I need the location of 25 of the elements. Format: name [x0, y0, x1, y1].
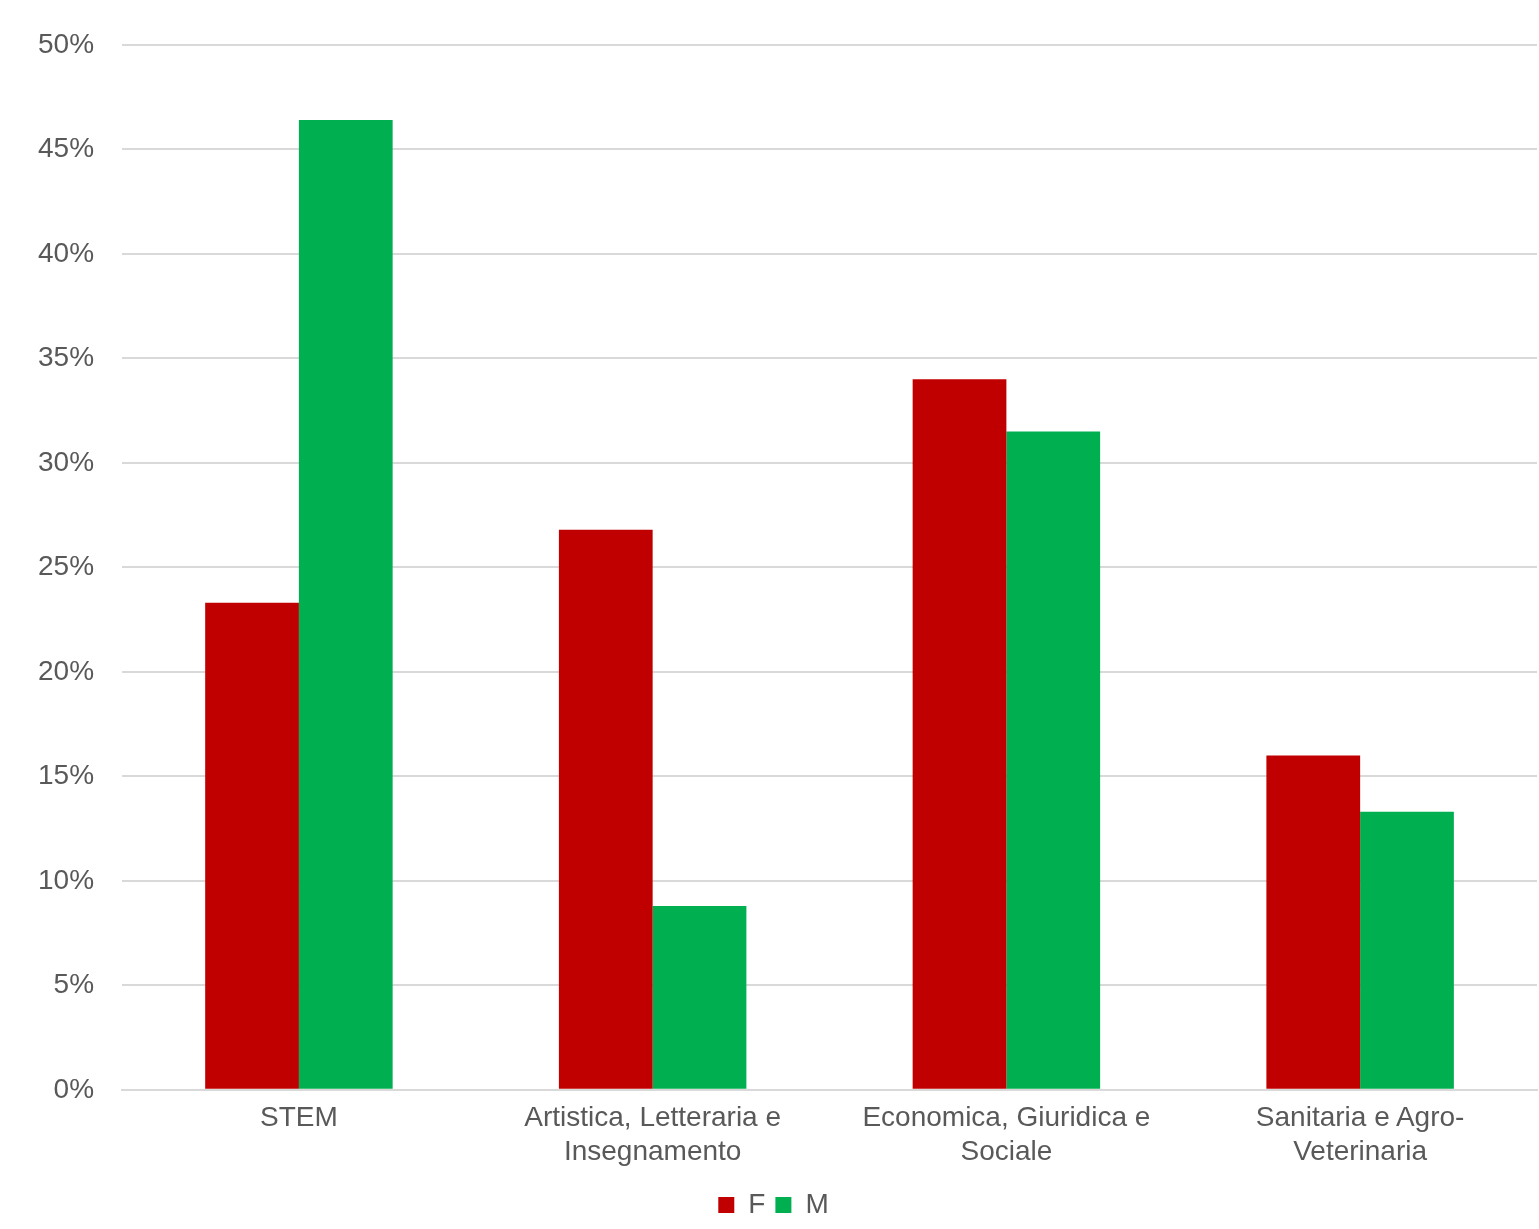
- y-tick-label: 30%: [37, 445, 95, 477]
- y-tick-label: 25%: [37, 550, 95, 582]
- x-tick-label: Sanitaria e Agro-Veterinaria: [1255, 1101, 1465, 1166]
- y-tick-label: 15%: [37, 759, 95, 791]
- y-tick-label: 45%: [37, 132, 95, 164]
- bar: [652, 905, 747, 1089]
- legend-label: M: [805, 1187, 829, 1219]
- legend-label: F: [748, 1187, 766, 1219]
- y-tick-label: 10%: [37, 863, 95, 895]
- y-tick-label: 40%: [37, 236, 95, 268]
- bar: [558, 529, 653, 1089]
- bar: [912, 379, 1007, 1089]
- bar: [1266, 755, 1361, 1089]
- y-tick-label: 0%: [53, 1072, 95, 1104]
- y-tick-label: 20%: [37, 654, 95, 686]
- x-tick-label: STEM: [260, 1101, 338, 1133]
- y-tick-label: 35%: [37, 341, 95, 373]
- bar: [298, 120, 393, 1089]
- bar: [1360, 811, 1454, 1089]
- y-tick-label: 5%: [53, 968, 95, 1000]
- x-tick-label: Artistica, Letteraria e Insegnamento: [524, 1101, 782, 1166]
- x-tick-label: Economica, Giuridica e Sociale: [862, 1101, 1151, 1166]
- bar: [1006, 431, 1101, 1089]
- y-tick-label: 50%: [37, 27, 95, 59]
- bar: [205, 602, 299, 1089]
